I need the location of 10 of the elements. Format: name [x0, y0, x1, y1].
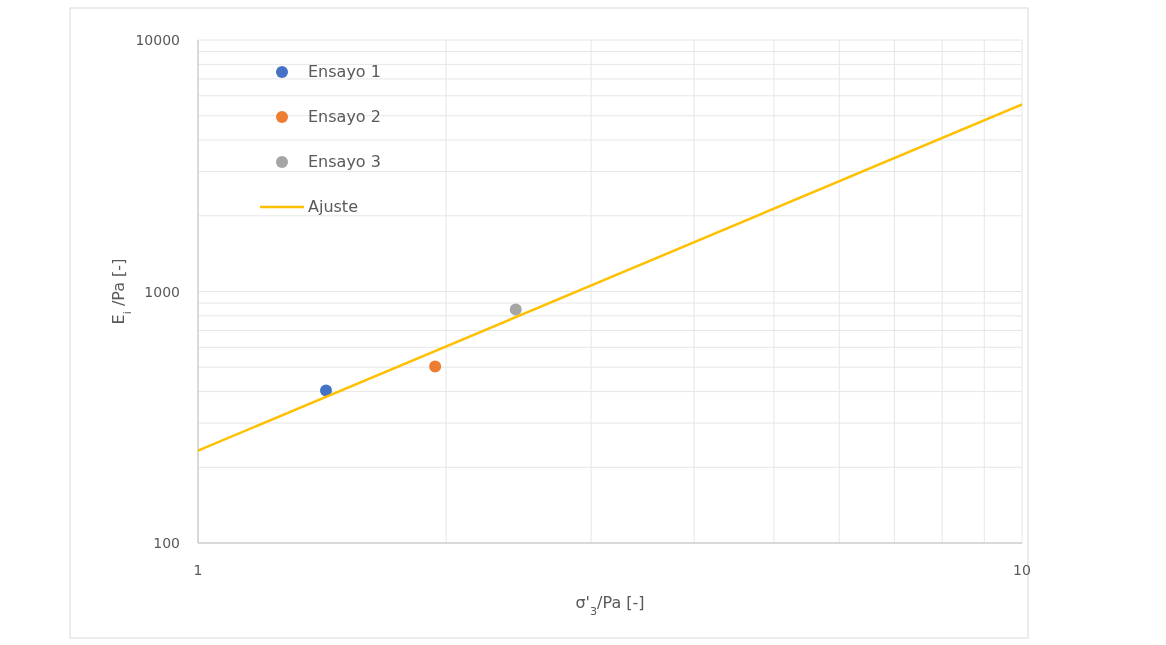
y-tick-label: 10000 — [135, 32, 180, 48]
y-tick-label: 1000 — [144, 283, 180, 300]
legend-label: Ensayo 1 — [308, 62, 381, 81]
legend-label: Ensayo 2 — [308, 107, 381, 126]
x-tick-label: 1 — [193, 562, 203, 578]
x-axis-title: σ'$_{3}$/Pa [-] — [575, 593, 645, 618]
x-tick-label: 10 — [1013, 562, 1031, 578]
legend-label: Ajuste — [308, 197, 358, 216]
y-tick-label: 100 — [153, 535, 180, 551]
legend-label: Ensayo 3 — [308, 152, 381, 171]
